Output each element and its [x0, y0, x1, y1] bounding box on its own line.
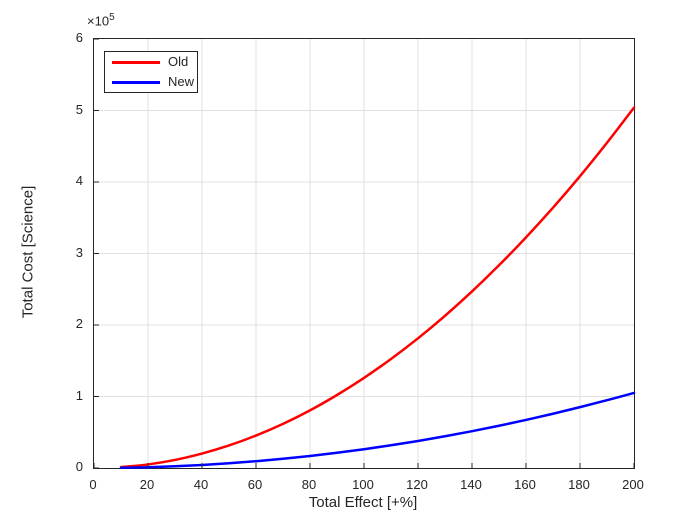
y-tick-label: 6: [75, 30, 83, 45]
y-axis-exponent-label: ×105: [87, 12, 115, 28]
x-tick-label: 80: [301, 477, 317, 492]
y-tick-label: 3: [75, 244, 83, 260]
y-tick-label: 2: [75, 316, 83, 331]
legend-label: Old: [168, 54, 189, 69]
y-tick-label: 0: [75, 459, 83, 474]
legend-item-new: New: [112, 75, 197, 89]
x-tick-label: 160: [514, 477, 536, 492]
x-tick-label: 20: [139, 477, 155, 492]
x-tick-label: 200: [622, 477, 644, 492]
x-tick-label: 40: [193, 477, 209, 492]
x-axis-title: Total Effect [+%]: [308, 494, 418, 511]
y-tick-label: 4: [75, 173, 83, 188]
legend-label: New: [168, 74, 195, 89]
x-tick-label: 0: [89, 477, 97, 492]
chart-svg: [93, 38, 636, 470]
y-axis-title: Total Cost [Science]: [19, 185, 37, 319]
x-tick-label: 140: [460, 477, 482, 492]
x-tick-label: 60: [247, 477, 263, 492]
curve-old: [119, 106, 636, 469]
exponent-sup: 5: [109, 12, 115, 23]
legend-item-old: Old: [112, 55, 197, 69]
y-tick-label: 5: [75, 101, 83, 117]
legend-line-sample: [112, 80, 160, 84]
x-tick-label: 120: [406, 477, 428, 492]
y-tick-label: 1: [75, 387, 83, 403]
legend-line-sample: [112, 60, 160, 64]
x-tick-label: 180: [568, 477, 590, 492]
plot-area: [93, 38, 636, 470]
x-tick-label: 100: [352, 477, 374, 492]
legend-box: Old New: [104, 51, 198, 93]
exponent-prefix: ×10: [87, 13, 110, 29]
curve-new: [119, 391, 636, 470]
